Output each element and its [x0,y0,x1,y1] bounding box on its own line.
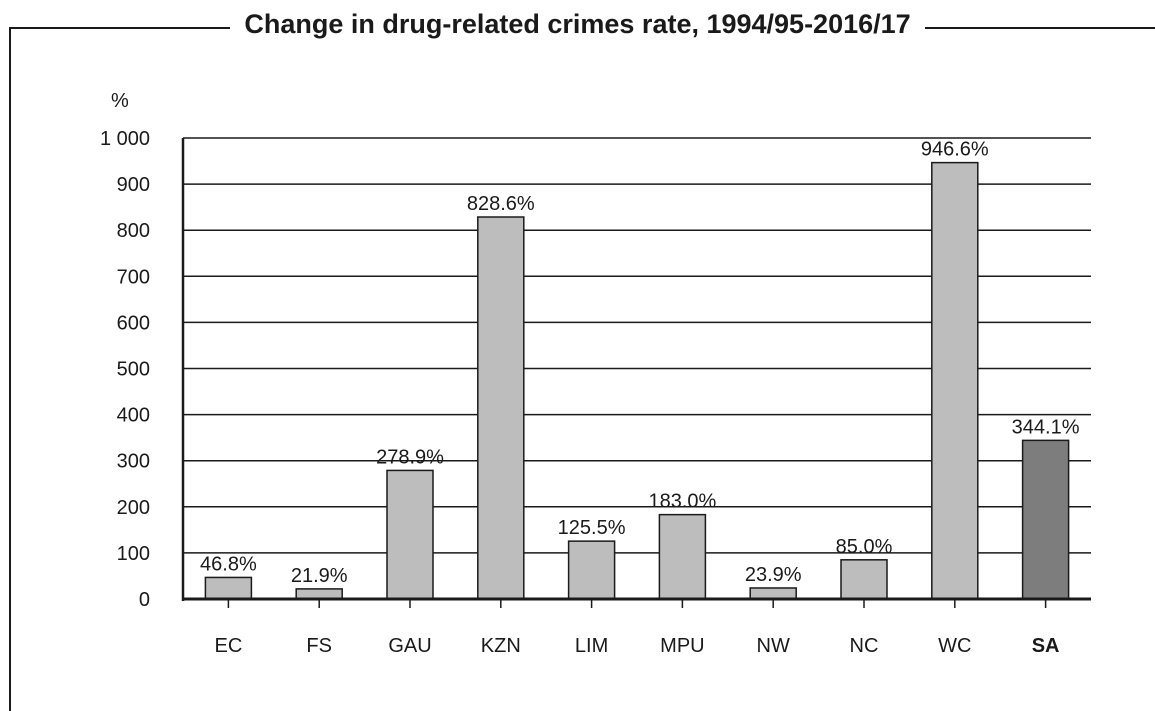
bar-mpu [658,513,707,600]
data-label: 183.0% [648,491,716,513]
x-tick-label: EC [215,635,243,657]
x-tick-label: FS [306,635,332,657]
x-tick-label: GAU [388,635,431,657]
y-tick-label: 700 [117,266,150,288]
y-axis-unit-label: % [111,90,129,112]
data-label: 46.8% [200,553,257,575]
data-label: 85.0% [836,536,893,558]
y-tick-label: 800 [117,220,150,242]
x-tick-label: NC [850,635,879,657]
x-tick-label: MPU [660,635,704,657]
data-label: 946.6% [921,139,989,161]
y-tick-label: 200 [117,497,150,519]
data-label: 828.6% [467,193,535,215]
x-tick-label: NW [757,635,790,657]
y-tick-label: 600 [117,312,150,334]
bar-nc [840,559,888,600]
bar-kzn [477,216,525,600]
x-tick-label: KZN [481,635,521,657]
bar-sa [1021,439,1070,600]
plot-area: 0 100 200 300 400 500 600 700 800 900 1 000 46.8% EC… [100,128,1091,657]
x-tick-label: LIM [575,635,608,657]
bar-fs [295,588,343,600]
bar-ec [204,576,253,600]
y-tick-label: 900 [117,174,150,196]
y-tick-label: 300 [117,451,150,473]
data-label: 344.1% [1012,416,1080,438]
data-label: 278.9% [376,446,444,468]
y-tick-label: 400 [117,405,150,427]
y-tick-label: 0 [139,589,150,611]
bar-lim [567,540,616,600]
y-tick-label: 1 000 [100,128,150,150]
data-label: 21.9% [291,565,348,587]
data-label: 125.5% [558,517,626,539]
x-tick-label: SA [1032,635,1060,657]
y-tick-label: 500 [117,359,150,381]
bar-nw [749,587,797,600]
bar-gau [386,469,434,600]
data-label: 23.9% [745,564,802,586]
x-tick-label: WC [938,635,971,657]
bar-wc [931,161,979,600]
y-tick-label: 100 [117,543,150,565]
